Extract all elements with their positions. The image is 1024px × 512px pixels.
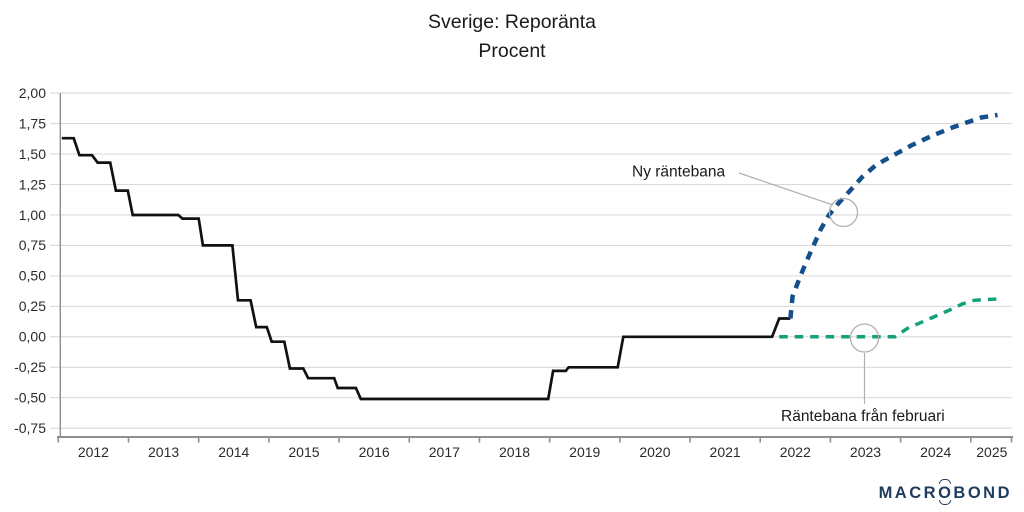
chart-title: Sverige: Reporänta Procent [0, 8, 1024, 66]
series-repor-nta-utfall- [61, 136, 791, 401]
chart-title-line1: Sverige: Reporänta [427, 11, 597, 33]
x-axis-tick-label: 2022 [780, 444, 811, 460]
chart-plot: 2,00 1,75 1,50 1,25 1,00 0,75 0,50 0,25 0,00 -0,2… [14, 85, 1013, 460]
y-axis-tick-label: 1,00 [19, 207, 46, 223]
series-ny-r-ntebana [788, 112, 998, 319]
y-axis-tick-label: 2,00 [19, 85, 46, 101]
macrobond-logo-o-mark: O [938, 484, 953, 503]
annotation-feb-path-label: Räntebana från februari [781, 408, 945, 425]
callout-line-new-path [738, 172, 834, 206]
macrobond-logo-text-post: BOND [953, 484, 1012, 502]
macrobond-logo-text-pre: MACR [878, 484, 939, 502]
y-axis-tick-label: 0,25 [19, 298, 46, 314]
y-axis-tick-label: 0,50 [19, 268, 46, 284]
highlight-circle-new-path [828, 197, 859, 228]
x-axis-tick-label: 2024 [920, 444, 951, 460]
annotation-new-path-label: Ny räntebana [632, 164, 725, 181]
y-axis-tick-label: 1,75 [19, 115, 46, 131]
y-axis-tick-label: -0,75 [14, 420, 46, 436]
chart-title-line2: Procent [478, 40, 546, 62]
x-axis-tick-label: 2017 [429, 444, 460, 460]
x-axis-tick-label: 2018 [499, 444, 530, 460]
y-axis-tick-label: 0,00 [19, 329, 46, 345]
y-axis-tick-label: -0,25 [14, 359, 46, 375]
y-axis-tick-label: 1,50 [19, 146, 46, 162]
x-axis-tick-label: 2025 [976, 444, 1007, 460]
highlight-circle-feb-path [849, 323, 880, 353]
macrobond-logo: MACROBOND [879, 484, 1012, 503]
x-axis-tick-label: 2013 [148, 444, 179, 460]
x-axis-tick-label: 2016 [359, 444, 390, 460]
y-axis-tick-label: 1,25 [19, 176, 46, 192]
x-axis-tick-label: 2020 [639, 444, 670, 460]
y-axis-tick-label: 0,75 [19, 237, 46, 253]
y-axis-tick-label: -0,50 [14, 390, 46, 406]
series-r-ntebana-fr-n-februari [779, 297, 998, 339]
x-axis-tick-label: 2015 [288, 444, 319, 460]
macrobond-logo-o: O [938, 484, 954, 502]
x-axis-tick-label: 2019 [569, 444, 600, 460]
x-axis-tick-label: 2012 [78, 444, 109, 460]
x-axis-tick-label: 2021 [710, 444, 741, 460]
x-axis-tick-label: 2023 [850, 444, 881, 460]
x-axis-tick-label: 2014 [218, 444, 249, 460]
